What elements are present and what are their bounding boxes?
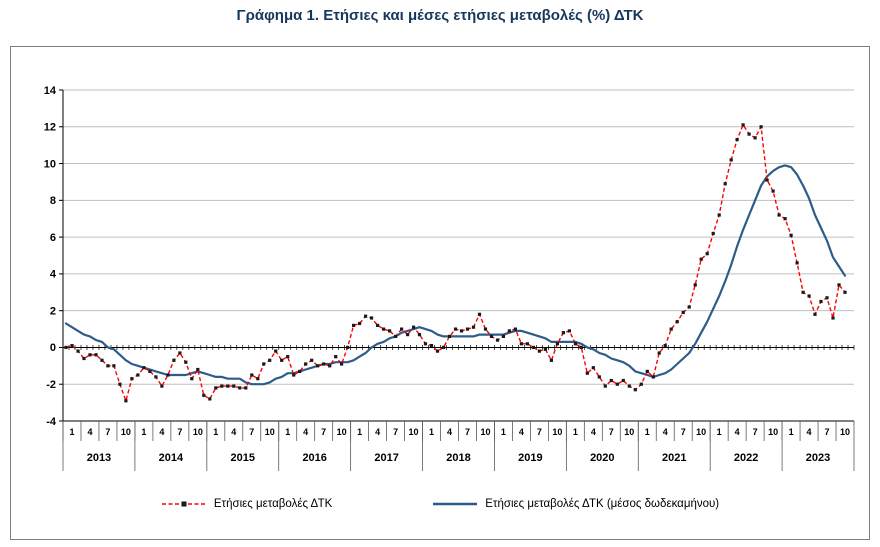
svg-text:2023: 2023 [806,452,830,464]
svg-text:-4: -4 [46,416,57,428]
svg-text:7: 7 [393,427,398,437]
svg-text:1: 1 [789,427,794,437]
svg-text:1: 1 [717,427,722,437]
svg-text:10: 10 [552,427,562,437]
svg-text:7: 7 [465,427,470,437]
svg-text:4: 4 [159,427,164,437]
svg-text:2015: 2015 [231,452,255,464]
svg-text:7: 7 [753,427,758,437]
svg-text:7: 7 [321,427,326,437]
svg-text:2022: 2022 [734,452,758,464]
svg-text:10: 10 [193,427,203,437]
svg-text:2: 2 [50,305,56,317]
svg-text:4: 4 [375,427,380,437]
svg-text:1: 1 [213,427,218,437]
svg-text:10: 10 [337,427,347,437]
svg-text:4: 4 [50,269,57,281]
svg-text:7: 7 [249,427,254,437]
svg-text:4: 4 [735,427,740,437]
svg-text:2014: 2014 [159,452,184,464]
svg-text:4: 4 [591,427,596,437]
legend-item-annual: Ετήσιες μεταβολές ΔΤΚ [161,498,332,510]
series-average-line [64,164,847,386]
svg-text:7: 7 [609,427,614,437]
legend-sample-annual-dashed-icon [161,501,206,507]
legend-sample-average-solid-icon [433,502,478,506]
svg-text:4: 4 [231,427,236,437]
svg-text:1: 1 [645,427,650,437]
legend-label-average: Ετήσιες μεταβολές ΔΤΚ (μέσος δωδεκαμήνου… [485,498,720,510]
svg-text:7: 7 [825,427,830,437]
svg-text:1: 1 [501,427,506,437]
svg-text:2013: 2013 [87,452,111,464]
svg-text:1: 1 [285,427,290,437]
svg-text:2017: 2017 [374,452,398,464]
chart-title: Γράφημα 1. Ετήσιες και μέσες ετήσιες μετ… [236,7,644,24]
svg-text:4: 4 [447,427,452,437]
chart-frame: -4 -2 0 2 4 6 8 10 12 14 1 4 7 10 2013 1 4 7 10 2014 1 4 7 10 20… [10,46,870,540]
svg-text:10: 10 [840,427,850,437]
svg-text:2021: 2021 [662,452,686,464]
svg-text:10: 10 [624,427,634,437]
svg-text:1: 1 [429,427,434,437]
svg-text:4: 4 [807,427,812,437]
svg-text:10: 10 [480,427,490,437]
svg-text:-2: -2 [46,379,56,391]
chart-legend: Ετήσιες μεταβολές ΔΤΚ Ετήσιες μεταβολές … [11,498,869,510]
svg-text:12: 12 [44,122,56,134]
svg-text:2019: 2019 [518,452,542,464]
svg-text:8: 8 [50,195,56,207]
svg-text:7: 7 [537,427,542,437]
svg-text:4: 4 [519,427,524,437]
svg-text:1: 1 [573,427,578,437]
svg-text:7: 7 [105,427,110,437]
svg-text:2018: 2018 [446,452,470,464]
svg-text:14: 14 [44,85,57,97]
series-annual-markers [64,123,847,403]
svg-text:10: 10 [768,427,778,437]
svg-text:4: 4 [87,427,92,437]
series-annual-line [65,124,846,402]
legend-label-annual: Ετήσιες μεταβολές ΔΤΚ [213,498,333,510]
y-axis-labels: -4 -2 0 2 4 6 8 10 12 14 [44,85,63,428]
svg-text:4: 4 [303,427,308,437]
svg-text:1: 1 [69,427,74,437]
svg-text:6: 6 [50,232,56,244]
svg-text:10: 10 [265,427,275,437]
svg-text:10: 10 [409,427,419,437]
svg-text:4: 4 [663,427,668,437]
svg-text:7: 7 [681,427,686,437]
svg-text:1: 1 [357,427,362,437]
legend-item-average: Ετήσιες μεταβολές ΔΤΚ (μέσος δωδεκαμήνου… [432,498,719,510]
svg-text:10: 10 [696,427,706,437]
svg-text:2016: 2016 [302,452,326,464]
zero-axis [62,344,855,350]
y-gridlines [63,89,854,422]
svg-text:2020: 2020 [590,452,614,464]
svg-text:0: 0 [50,342,56,354]
svg-text:1: 1 [141,427,146,437]
svg-text:10: 10 [121,427,131,437]
svg-text:7: 7 [177,427,182,437]
svg-text:10: 10 [44,158,56,170]
